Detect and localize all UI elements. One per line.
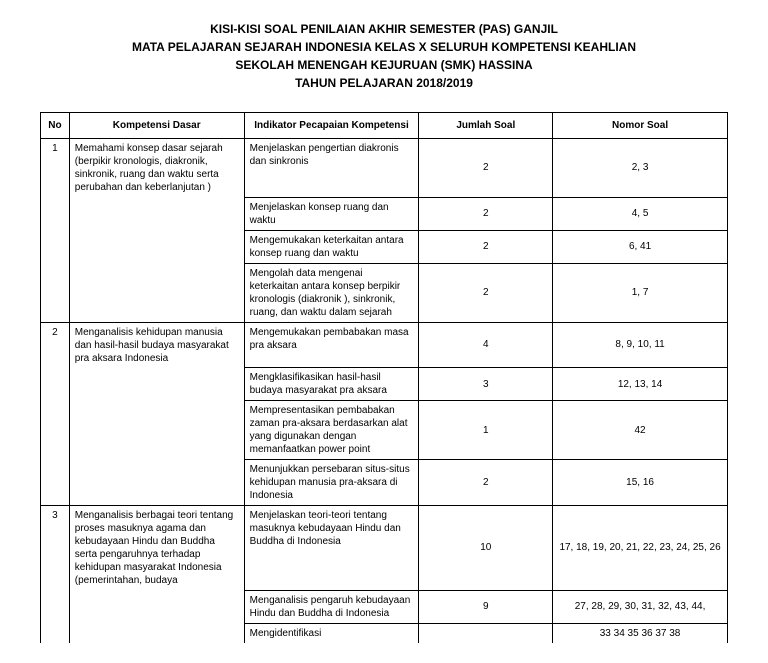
cell-jml: 10: [419, 506, 553, 591]
title-line-4: TAHUN PELAJARAN 2018/2019: [40, 74, 728, 92]
cell-kd-empty: [69, 401, 244, 460]
cell-ipk: Menjelaskan pengertian diakronis dan sin…: [244, 139, 419, 198]
cell-jml: 2: [419, 460, 553, 506]
cell-ipk: Mengolah data mengenai keterkaitan antar…: [244, 263, 419, 322]
cell-ipk: Menjelaskan teori-teori tentang masuknya…: [244, 506, 419, 591]
cell-kd-empty: [69, 368, 244, 401]
cell-ipk: Menganalisis pengaruh kebudayaan Hindu d…: [244, 590, 419, 623]
cell-jml: 2: [419, 197, 553, 230]
table-header-row: No Kompetensi Dasar Indikator Pecapaian …: [41, 113, 728, 139]
cell-nom: 6, 41: [553, 230, 728, 263]
table-row: Mengidentifikasi 33 34 35 36 37 38: [41, 623, 728, 643]
cell-nom: 4, 5: [553, 197, 728, 230]
cell-nom: 2, 3: [553, 139, 728, 198]
cell-ipk: Menjelaskan konsep ruang dan waktu: [244, 197, 419, 230]
table-row: Menganalisis pengaruh kebudayaan Hindu d…: [41, 590, 728, 623]
cell-ipk: Mengklasifikasikan hasil-hasil budaya ma…: [244, 368, 419, 401]
table-row: Menunjukkan persebaran situs-situs kehid…: [41, 460, 728, 506]
cell-kd-empty: [69, 197, 244, 230]
cell-no-empty: [41, 230, 70, 263]
cell-no-empty: [41, 623, 70, 643]
cell-kd: Menganalisis kehidupan manusia dan hasil…: [69, 322, 244, 368]
col-ipk: Indikator Pecapaian Kompetensi: [244, 113, 419, 139]
cell-jml: 1: [419, 401, 553, 460]
cell-nom: 1, 7: [553, 263, 728, 322]
cell-jml: 9: [419, 590, 553, 623]
cell-nom: 8, 9, 10, 11: [553, 322, 728, 368]
cell-no-empty: [41, 590, 70, 623]
table-row: Mengemukakan keterkaitan antara konsep r…: [41, 230, 728, 263]
cell-kd: Memahami konsep dasar sejarah (berpikir …: [69, 139, 244, 198]
cell-ipk: Mengemukakan pembabakan masa pra aksara: [244, 322, 419, 368]
cell-ipk: Mempresentasikan pembabakan zaman pra-ak…: [244, 401, 419, 460]
cell-no-empty: [41, 368, 70, 401]
cell-kd: Menganalisis berbagai teori tentang pros…: [69, 506, 244, 591]
table-row: Mengolah data mengenai keterkaitan antar…: [41, 263, 728, 322]
cell-nom: 15, 16: [553, 460, 728, 506]
table-row: Mengklasifikasikan hasil-hasil budaya ma…: [41, 368, 728, 401]
cell-no-empty: [41, 263, 70, 322]
cell-no: 3: [41, 506, 70, 591]
cell-jml: 2: [419, 263, 553, 322]
table-row: 1 Memahami konsep dasar sejarah (berpiki…: [41, 139, 728, 198]
title-line-2: MATA PELAJARAN SEJARAH INDONESIA KELAS X…: [40, 38, 728, 56]
cell-kd-empty: [69, 590, 244, 623]
title-line-1: KISI-KISI SOAL PENILAIAN AKHIR SEMESTER …: [40, 20, 728, 38]
cell-nom: 17, 18, 19, 20, 21, 22, 23, 24, 25, 26: [553, 506, 728, 591]
cell-nom: 12, 13, 14: [553, 368, 728, 401]
cell-no: 2: [41, 322, 70, 368]
cell-no-empty: [41, 401, 70, 460]
col-kd: Kompetensi Dasar: [69, 113, 244, 139]
cell-nom: 33 34 35 36 37 38: [553, 623, 728, 643]
table-row: 3 Menganalisis berbagai teori tentang pr…: [41, 506, 728, 591]
table-row: 2 Menganalisis kehidupan manusia dan has…: [41, 322, 728, 368]
cell-no-empty: [41, 197, 70, 230]
cell-ipk: Mengidentifikasi: [244, 623, 419, 643]
cell-jml: [419, 623, 553, 643]
table-row: Mempresentasikan pembabakan zaman pra-ak…: [41, 401, 728, 460]
cell-ipk: Mengemukakan keterkaitan antara konsep r…: [244, 230, 419, 263]
cell-jml: 2: [419, 139, 553, 198]
cell-no-empty: [41, 460, 70, 506]
cell-jml: 2: [419, 230, 553, 263]
cell-nom: 42: [553, 401, 728, 460]
cell-ipk: Menunjukkan persebaran situs-situs kehid…: [244, 460, 419, 506]
cell-kd-empty: [69, 460, 244, 506]
cell-jml: 3: [419, 368, 553, 401]
cell-jml: 4: [419, 322, 553, 368]
cell-kd-empty: [69, 230, 244, 263]
cell-kd-empty: [69, 623, 244, 643]
col-no: No: [41, 113, 70, 139]
kisi-kisi-table: No Kompetensi Dasar Indikator Pecapaian …: [40, 112, 728, 643]
cell-kd-empty: [69, 263, 244, 322]
cell-no: 1: [41, 139, 70, 198]
document-header: KISI-KISI SOAL PENILAIAN AKHIR SEMESTER …: [40, 20, 728, 92]
cell-nom: 27, 28, 29, 30, 31, 32, 43, 44,: [553, 590, 728, 623]
col-nomor: Nomor Soal: [553, 113, 728, 139]
table-row: Menjelaskan konsep ruang dan waktu 2 4, …: [41, 197, 728, 230]
col-jumlah: Jumlah Soal: [419, 113, 553, 139]
title-line-3: SEKOLAH MENENGAH KEJURUAN (SMK) HASSINA: [40, 56, 728, 74]
